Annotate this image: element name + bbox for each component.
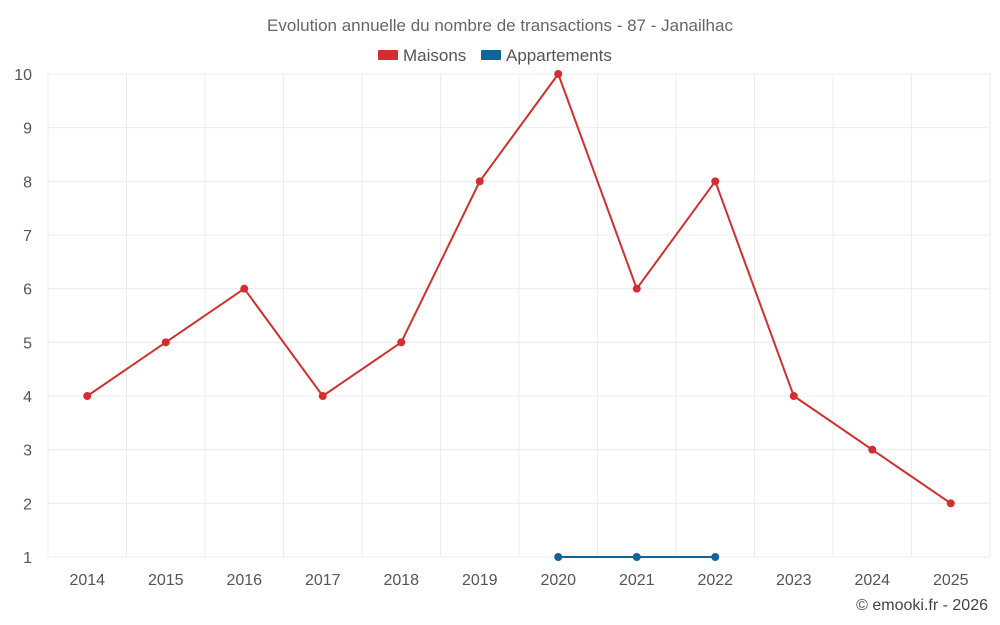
data-point-maisons-2023[interactable] bbox=[789, 392, 798, 400]
data-point-appartements-2021[interactable] bbox=[632, 553, 641, 561]
y-tick-label: 3 bbox=[23, 443, 32, 460]
x-axis-ticks: 2014 2015 2016 2017 2018 2019 2020 2021 2022 2023… bbox=[69, 572, 968, 589]
legend-item-appartements[interactable]: Appartements bbox=[481, 46, 612, 65]
y-tick-label: 2 bbox=[23, 496, 32, 513]
data-point-maisons-2018[interactable] bbox=[397, 338, 406, 347]
y-tick-label: 7 bbox=[23, 228, 32, 245]
data-point-maisons-2021[interactable] bbox=[632, 284, 641, 293]
y-axis-ticks: 1 2 3 4 5 6 7 8 9 10 bbox=[14, 67, 32, 567]
data-point-maisons-2019[interactable] bbox=[475, 177, 484, 186]
data-point-maisons-2024[interactable] bbox=[868, 445, 877, 454]
legend-swatch-maisons bbox=[378, 50, 398, 60]
data-point-appartements-2022[interactable] bbox=[711, 553, 720, 561]
x-tick-label: 2016 bbox=[226, 572, 262, 589]
x-tick-label: 2023 bbox=[776, 572, 812, 589]
grid bbox=[47, 73, 991, 558]
x-tick-label: 2025 bbox=[933, 572, 969, 589]
y-tick-label: 5 bbox=[23, 335, 32, 352]
data-point-maisons-2017[interactable] bbox=[318, 392, 327, 400]
legend-label-maisons: Maisons bbox=[403, 46, 466, 65]
y-tick-label: 8 bbox=[23, 174, 32, 191]
legend-label-appartements: Appartements bbox=[506, 46, 612, 65]
x-tick-label: 2019 bbox=[462, 572, 498, 589]
y-tick-label: 9 bbox=[23, 121, 32, 138]
data-point-appartements-2020[interactable] bbox=[554, 553, 563, 561]
credit-text: © emooki.fr - 2026 bbox=[856, 597, 988, 614]
data-point-maisons-2014[interactable] bbox=[83, 392, 92, 400]
legend-swatch-appartements bbox=[481, 50, 501, 60]
y-tick-label: 10 bbox=[14, 67, 32, 84]
x-tick-label: 2024 bbox=[854, 572, 890, 589]
data-point-maisons-2016[interactable] bbox=[240, 284, 249, 293]
x-tick-label: 2022 bbox=[697, 572, 733, 589]
data-point-maisons-2022[interactable] bbox=[711, 177, 720, 186]
series-maisons bbox=[83, 70, 955, 508]
series-appartements bbox=[554, 553, 720, 561]
y-tick-label: 4 bbox=[23, 389, 32, 406]
data-point-maisons-2025[interactable] bbox=[946, 499, 955, 508]
chart-title: Evolution annuelle du nombre de transact… bbox=[267, 16, 733, 35]
series-line-maisons bbox=[86, 73, 952, 505]
x-tick-label: 2017 bbox=[305, 572, 341, 589]
data-point-maisons-2015[interactable] bbox=[161, 338, 170, 347]
x-tick-label: 2018 bbox=[383, 572, 419, 589]
legend: Maisons Appartements bbox=[378, 46, 612, 65]
data-point-maisons-2020[interactable] bbox=[554, 70, 563, 78]
x-tick-label: 2015 bbox=[148, 572, 184, 589]
x-tick-label: 2021 bbox=[619, 572, 655, 589]
x-tick-label: 2014 bbox=[69, 572, 105, 589]
x-tick-label: 2020 bbox=[540, 572, 576, 589]
series-layer bbox=[83, 70, 955, 561]
legend-item-maisons[interactable]: Maisons bbox=[378, 46, 466, 65]
y-tick-label: 6 bbox=[23, 282, 32, 299]
y-tick-label: 1 bbox=[23, 550, 32, 567]
